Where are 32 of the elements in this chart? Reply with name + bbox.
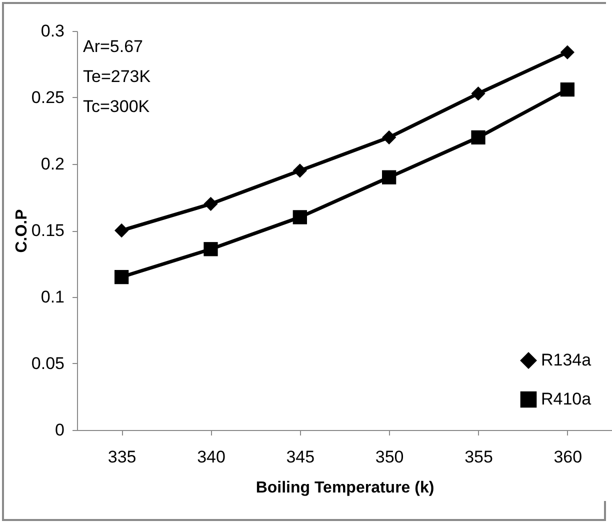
point [114,223,129,238]
point [204,196,218,211]
point [382,170,396,184]
point [560,45,574,60]
point [471,86,486,101]
point [560,82,574,97]
annotation: Ar=5.67 [83,37,144,56]
y-tick-label: 0.25 [31,88,64,107]
point [114,270,129,284]
annotation: Tc=300K [83,97,150,116]
point [292,164,307,178]
x-tick-label: 350 [375,448,404,466]
legend-label: R410a [541,390,592,408]
x-tick-label: 345 [286,448,315,466]
x-tick-label: 355 [464,448,493,466]
point [204,242,218,256]
x-axis-title: Boiling Temperature (k) [256,480,434,496]
legend-label: R134a [541,350,592,370]
point [292,210,307,224]
y-tick-label: 0.1 [40,288,64,306]
point [471,130,486,144]
y-axis-title: C.O.P [13,208,30,253]
x-tick-label: 360 [554,448,582,466]
annotation: Te=273K [83,67,152,86]
point [382,130,396,144]
y-tick-label: 0.3 [40,22,64,40]
y-tick-label: 0.05 [31,354,64,373]
x-tick-label: 340 [197,448,226,466]
x-tick-label: 335 [108,448,136,466]
y-tick-label: 0.15 [31,221,64,240]
y-tick-label: 0.2 [40,154,64,174]
y-tick-label: 0 [55,420,64,440]
